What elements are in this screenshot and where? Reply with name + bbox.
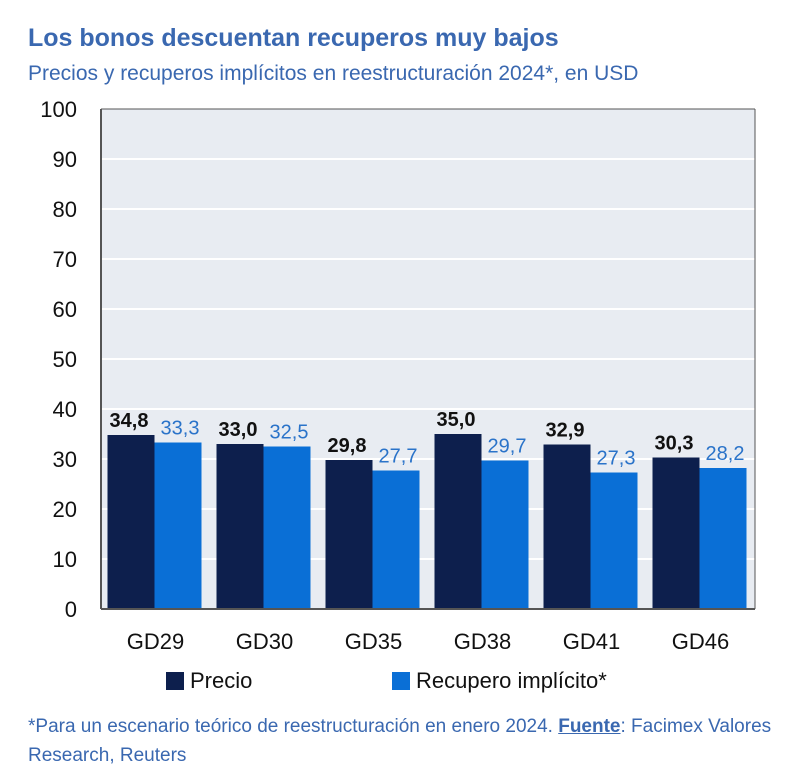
legend-swatch-recupero — [392, 672, 410, 690]
x-tick-label: GD35 — [345, 629, 402, 654]
chart-subtitle: Precios y recuperos implícitos en reestr… — [28, 62, 639, 85]
bar-precio-gd35 — [325, 460, 373, 609]
bar-precio-gd29 — [107, 435, 155, 609]
y-tick-label: 80 — [53, 197, 77, 222]
y-tick-label: 50 — [53, 347, 77, 372]
bar-precio-gd41 — [543, 444, 591, 609]
bar-recupero-gd30 — [263, 446, 311, 609]
x-tick-label: GD30 — [236, 629, 293, 654]
data-label-recupero-gd29: 33,3 — [161, 418, 200, 440]
bar-precio-gd30 — [216, 444, 264, 609]
footnote: *Para un escenario teórico de reestructu… — [28, 712, 788, 770]
data-label-precio-gd29: 34,8 — [110, 410, 149, 432]
legend-swatch-precio — [166, 672, 184, 690]
legend-label-precio: Precio — [190, 668, 253, 693]
footnote-source-label: Fuente — [558, 716, 621, 737]
bar-recupero-gd46 — [699, 468, 747, 609]
bar-recupero-gd29 — [154, 442, 202, 609]
x-tick-label: GD38 — [454, 629, 511, 654]
y-tick-label: 100 — [40, 97, 77, 122]
footnote-text: *Para un escenario teórico de reestructu… — [28, 716, 559, 737]
bar-recupero-gd41 — [590, 472, 638, 609]
y-tick-label: 10 — [53, 547, 77, 572]
data-label-recupero-gd41: 27,3 — [597, 448, 636, 470]
legend-label-recupero: Recupero implícito* — [416, 668, 607, 693]
data-label-recupero-gd38: 29,7 — [488, 436, 527, 458]
data-label-precio-gd38: 35,0 — [437, 409, 476, 431]
x-tick-label: GD29 — [127, 629, 184, 654]
data-label-precio-gd30: 33,0 — [219, 419, 258, 441]
bar-recupero-gd38 — [481, 460, 529, 609]
bar-chart: 0 10 20 30 40 50 60 70 80 90 100 34,8 33,3 33,0 32,5 2… — [40, 97, 756, 654]
y-tick-label: 40 — [53, 397, 77, 422]
legend-item-recupero: Recupero implícito* — [392, 668, 607, 694]
data-label-precio-gd41: 32,9 — [546, 420, 585, 442]
y-tick-label: 30 — [53, 447, 77, 472]
data-label-precio-gd46: 30,3 — [655, 433, 694, 455]
y-tick-label: 60 — [53, 297, 77, 322]
bar-recupero-gd35 — [372, 470, 420, 609]
x-tick-label: GD41 — [563, 629, 620, 654]
y-tick-label: 20 — [53, 497, 77, 522]
bar-precio-gd46 — [652, 457, 700, 609]
data-label-recupero-gd35: 27,7 — [379, 446, 418, 468]
data-label-recupero-gd30: 32,5 — [270, 422, 309, 444]
footnote-source-text: : Facimex Valores Research, Reuters — [28, 716, 772, 766]
data-label-recupero-gd46: 28,2 — [706, 443, 745, 465]
data-label-precio-gd35: 29,8 — [328, 435, 367, 457]
y-tick-label: 0 — [65, 597, 77, 622]
legend-item-precio: Precio — [166, 668, 252, 694]
chart-legend: Precio Recupero implícito* — [0, 668, 800, 700]
y-tick-label: 70 — [53, 247, 77, 272]
y-tick-label: 90 — [53, 147, 77, 172]
x-tick-label: GD46 — [672, 629, 729, 654]
chart-title: Los bonos descuentan recuperos muy bajos — [28, 24, 559, 52]
bar-precio-gd38 — [434, 434, 482, 609]
